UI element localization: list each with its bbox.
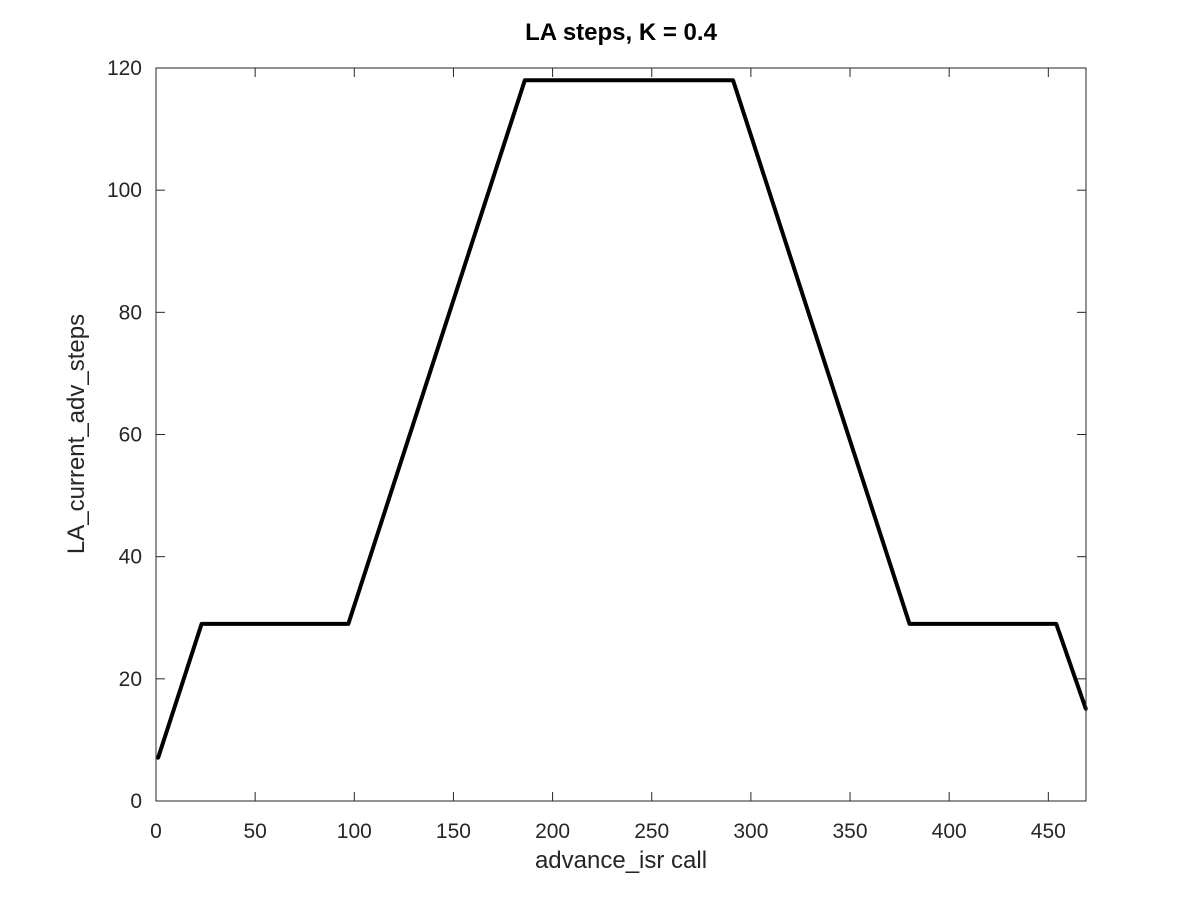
x-tick-label: 150	[436, 820, 471, 843]
series-line-0	[156, 78, 1088, 759]
y-tick-label: 80	[119, 301, 142, 324]
y-tick-label: 120	[107, 57, 142, 80]
data-point	[156, 756, 160, 760]
chart-title: LA steps, K = 0.4	[525, 19, 718, 46]
data-point	[908, 622, 912, 626]
ticks: 0 50 100 150 200 250 300 350 400 450 0 20 40 60 80 100 1…	[107, 57, 1086, 843]
y-tick-label: 0	[130, 790, 142, 813]
x-tick-label: 50	[243, 820, 266, 843]
plot-frame	[155, 67, 1087, 802]
x-tick-label: 200	[535, 820, 570, 843]
data-point	[523, 78, 527, 82]
x-tick-label: 250	[634, 820, 669, 843]
x-tick-label: 400	[932, 820, 967, 843]
data-point	[1054, 622, 1058, 626]
x-tick-label: 0	[150, 820, 162, 843]
data-point	[200, 622, 204, 626]
x-tick-label: 450	[1031, 820, 1066, 843]
y-axis-label: LA_current_adv_steps	[63, 314, 90, 554]
x-tick-label: 350	[833, 820, 868, 843]
y-tick-label: 100	[107, 179, 142, 202]
y-tick-label: 60	[119, 424, 142, 447]
x-tick-label: 300	[733, 820, 768, 843]
series-group	[156, 78, 1088, 760]
x-axis-label: advance_isr call	[535, 847, 707, 874]
data-point	[731, 78, 735, 82]
data-point	[346, 622, 350, 626]
y-tick-label: 20	[119, 668, 142, 691]
x-tick-label: 100	[337, 820, 372, 843]
y-tick-label: 40	[119, 546, 142, 569]
